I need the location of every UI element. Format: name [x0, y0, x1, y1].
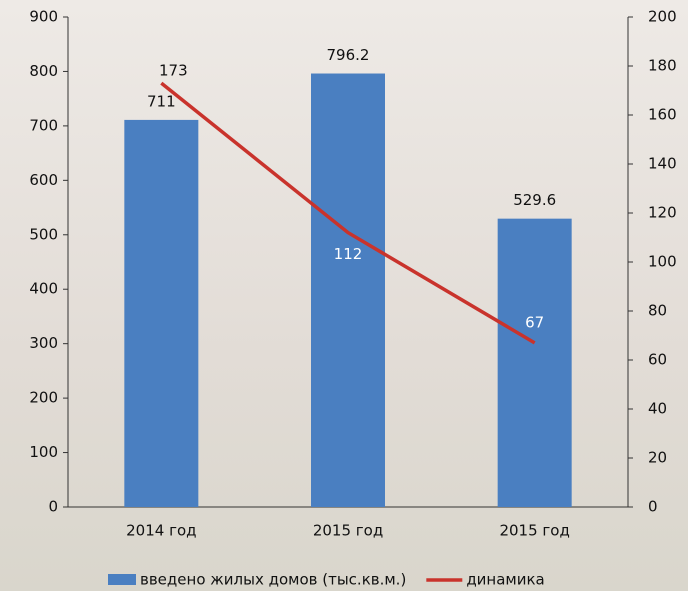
y-tick-label: 0	[48, 498, 58, 516]
y2-tick-label: 120	[648, 204, 677, 222]
y-tick-label: 200	[29, 389, 58, 407]
y2-tick-label: 60	[648, 351, 667, 369]
legend-label: введено жилых домов (тыс.кв.м.)	[140, 571, 406, 589]
x-tick-label: 2015 год	[313, 522, 383, 540]
y2-tick-label: 20	[648, 449, 667, 467]
y-tick-label: 900	[29, 8, 58, 26]
y-tick-label: 100	[29, 443, 58, 461]
y2-tick-label: 100	[648, 253, 677, 271]
y2-tick-label: 180	[648, 57, 677, 75]
y2-tick-label: 140	[648, 155, 677, 173]
line-value-label: 67	[525, 313, 544, 331]
line	[160, 81, 536, 345]
y-tick-label: 500	[29, 225, 58, 243]
x-tick-label: 2014 год	[126, 522, 196, 540]
bar	[311, 73, 385, 507]
legend-label: динамика	[466, 571, 544, 589]
y2-tick-label: 160	[648, 106, 677, 124]
y2-tick-label: 80	[648, 302, 667, 320]
y-tick-label: 800	[29, 62, 58, 80]
line-value-label: 173	[159, 62, 188, 80]
y2-tick-label: 40	[648, 400, 667, 418]
bar-value-label: 529.6	[513, 191, 556, 209]
bar-value-label: 796.2	[327, 46, 370, 64]
y-tick-label: 400	[29, 280, 58, 298]
bar-value-label: 711	[147, 92, 176, 110]
line-value-label: 112	[334, 245, 363, 263]
x-tick-label: 2015 год	[499, 522, 569, 540]
y-tick-label: 700	[29, 116, 58, 134]
y2-tick-label: 200	[648, 8, 677, 26]
y2-tick-label: 0	[648, 498, 658, 516]
legend-swatch	[108, 574, 136, 585]
bar	[497, 218, 572, 507]
y-tick-label: 600	[29, 171, 58, 189]
bar	[124, 119, 199, 508]
y-tick-label: 300	[29, 334, 58, 352]
